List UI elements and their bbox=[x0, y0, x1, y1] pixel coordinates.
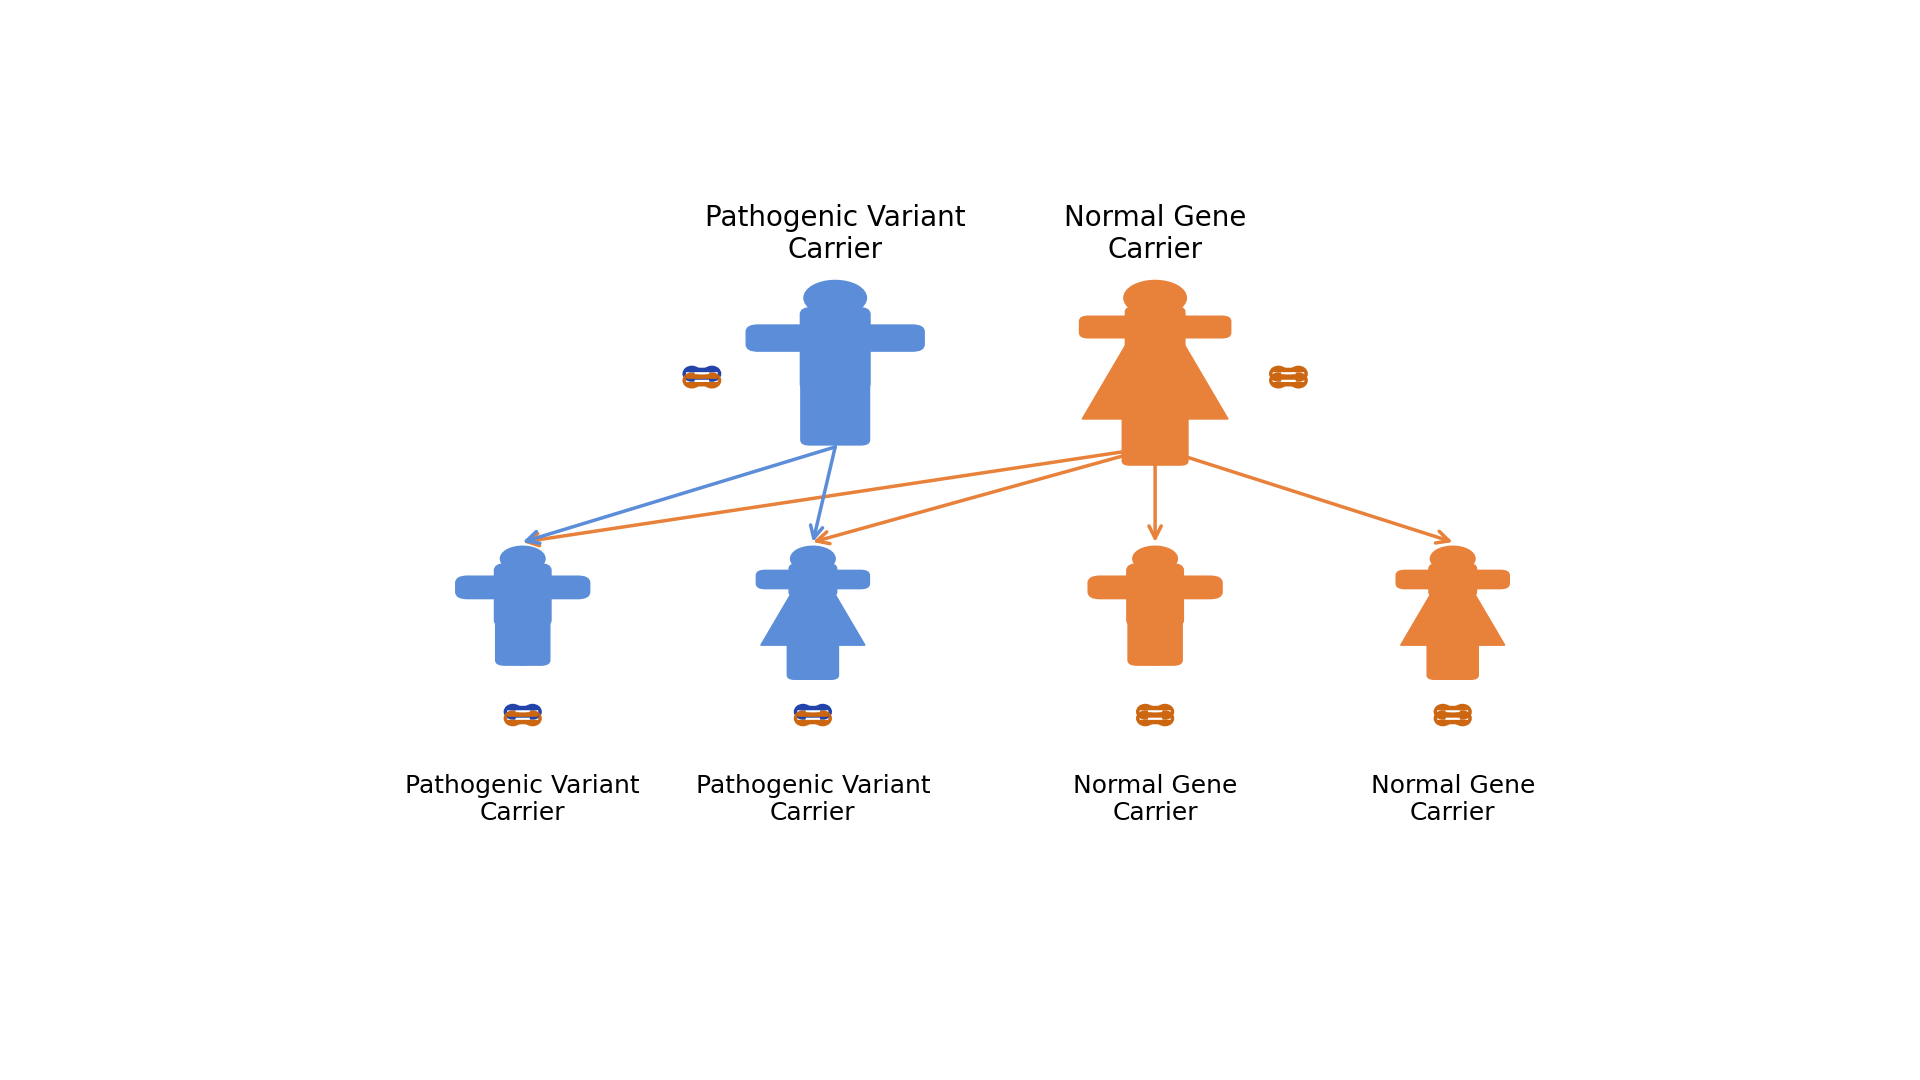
Ellipse shape bbox=[695, 374, 708, 387]
FancyBboxPatch shape bbox=[787, 642, 818, 679]
Ellipse shape bbox=[695, 367, 708, 380]
FancyBboxPatch shape bbox=[801, 308, 870, 391]
FancyBboxPatch shape bbox=[799, 714, 828, 717]
FancyBboxPatch shape bbox=[687, 368, 718, 372]
Ellipse shape bbox=[1148, 712, 1162, 725]
FancyBboxPatch shape bbox=[1273, 376, 1304, 379]
FancyBboxPatch shape bbox=[1129, 617, 1162, 665]
FancyBboxPatch shape bbox=[495, 564, 551, 626]
Ellipse shape bbox=[516, 705, 530, 718]
FancyBboxPatch shape bbox=[799, 706, 828, 710]
FancyBboxPatch shape bbox=[1438, 706, 1467, 710]
FancyBboxPatch shape bbox=[1140, 706, 1169, 710]
FancyBboxPatch shape bbox=[1140, 713, 1169, 716]
Circle shape bbox=[501, 546, 545, 571]
FancyBboxPatch shape bbox=[1273, 375, 1304, 378]
FancyBboxPatch shape bbox=[687, 368, 718, 372]
Circle shape bbox=[1133, 546, 1177, 571]
Ellipse shape bbox=[1283, 367, 1294, 380]
FancyBboxPatch shape bbox=[507, 720, 538, 724]
FancyBboxPatch shape bbox=[687, 375, 718, 378]
Circle shape bbox=[1123, 281, 1187, 315]
Ellipse shape bbox=[1446, 705, 1459, 718]
FancyBboxPatch shape bbox=[1079, 316, 1231, 338]
FancyBboxPatch shape bbox=[507, 714, 538, 717]
Polygon shape bbox=[1400, 592, 1505, 645]
Text: Normal Gene
Carrier: Normal Gene Carrier bbox=[1371, 773, 1534, 825]
Ellipse shape bbox=[1283, 374, 1294, 387]
FancyBboxPatch shape bbox=[1273, 382, 1304, 386]
FancyBboxPatch shape bbox=[687, 382, 718, 386]
FancyBboxPatch shape bbox=[507, 713, 538, 716]
FancyBboxPatch shape bbox=[1448, 642, 1478, 679]
Text: Normal Gene
Carrier: Normal Gene Carrier bbox=[1064, 204, 1246, 265]
Ellipse shape bbox=[1446, 712, 1459, 725]
FancyBboxPatch shape bbox=[1273, 368, 1304, 372]
FancyBboxPatch shape bbox=[1140, 720, 1169, 724]
FancyBboxPatch shape bbox=[1127, 564, 1183, 626]
Circle shape bbox=[1430, 546, 1475, 571]
FancyBboxPatch shape bbox=[789, 564, 837, 597]
FancyBboxPatch shape bbox=[1273, 382, 1304, 386]
FancyBboxPatch shape bbox=[455, 576, 589, 598]
FancyBboxPatch shape bbox=[1148, 617, 1183, 665]
FancyBboxPatch shape bbox=[516, 617, 549, 665]
FancyBboxPatch shape bbox=[507, 720, 538, 724]
FancyBboxPatch shape bbox=[1140, 714, 1169, 717]
Ellipse shape bbox=[516, 712, 530, 725]
Ellipse shape bbox=[806, 712, 820, 725]
FancyBboxPatch shape bbox=[1396, 570, 1509, 589]
FancyBboxPatch shape bbox=[799, 713, 828, 716]
Polygon shape bbox=[1083, 345, 1229, 419]
FancyBboxPatch shape bbox=[1273, 375, 1304, 378]
FancyBboxPatch shape bbox=[1273, 368, 1304, 372]
FancyBboxPatch shape bbox=[1427, 642, 1459, 679]
FancyBboxPatch shape bbox=[687, 375, 718, 378]
FancyBboxPatch shape bbox=[799, 713, 828, 716]
FancyBboxPatch shape bbox=[687, 376, 718, 379]
Ellipse shape bbox=[806, 705, 820, 718]
FancyBboxPatch shape bbox=[1140, 720, 1169, 724]
FancyBboxPatch shape bbox=[747, 325, 924, 351]
FancyBboxPatch shape bbox=[1438, 720, 1467, 724]
Text: Normal Gene
Carrier: Normal Gene Carrier bbox=[1073, 773, 1236, 825]
Ellipse shape bbox=[1148, 705, 1162, 718]
FancyBboxPatch shape bbox=[799, 720, 828, 724]
Circle shape bbox=[804, 281, 866, 315]
FancyBboxPatch shape bbox=[1140, 713, 1169, 716]
FancyBboxPatch shape bbox=[507, 706, 538, 710]
FancyBboxPatch shape bbox=[507, 706, 538, 710]
FancyBboxPatch shape bbox=[799, 720, 828, 724]
FancyBboxPatch shape bbox=[1140, 706, 1169, 710]
FancyBboxPatch shape bbox=[507, 714, 538, 717]
FancyBboxPatch shape bbox=[1140, 714, 1169, 717]
FancyBboxPatch shape bbox=[829, 381, 870, 445]
FancyBboxPatch shape bbox=[1150, 415, 1188, 465]
FancyBboxPatch shape bbox=[1438, 720, 1467, 724]
FancyBboxPatch shape bbox=[687, 382, 718, 386]
Polygon shape bbox=[760, 592, 864, 645]
FancyBboxPatch shape bbox=[806, 642, 839, 679]
FancyBboxPatch shape bbox=[507, 713, 538, 716]
Text: Pathogenic Variant
Carrier: Pathogenic Variant Carrier bbox=[705, 204, 966, 265]
FancyBboxPatch shape bbox=[1438, 714, 1467, 717]
FancyBboxPatch shape bbox=[1438, 713, 1467, 716]
FancyBboxPatch shape bbox=[1438, 713, 1467, 716]
FancyBboxPatch shape bbox=[1428, 564, 1476, 597]
FancyBboxPatch shape bbox=[1089, 576, 1221, 598]
FancyBboxPatch shape bbox=[1438, 706, 1467, 710]
FancyBboxPatch shape bbox=[687, 376, 718, 379]
FancyBboxPatch shape bbox=[1125, 307, 1185, 350]
FancyBboxPatch shape bbox=[801, 381, 841, 445]
FancyBboxPatch shape bbox=[1438, 714, 1467, 717]
Circle shape bbox=[791, 546, 835, 571]
FancyBboxPatch shape bbox=[1123, 415, 1160, 465]
Text: Pathogenic Variant
Carrier: Pathogenic Variant Carrier bbox=[695, 773, 929, 825]
FancyBboxPatch shape bbox=[756, 570, 870, 589]
FancyBboxPatch shape bbox=[495, 617, 530, 665]
FancyBboxPatch shape bbox=[1273, 376, 1304, 379]
Text: Pathogenic Variant
Carrier: Pathogenic Variant Carrier bbox=[405, 773, 639, 825]
FancyBboxPatch shape bbox=[799, 706, 828, 710]
FancyBboxPatch shape bbox=[799, 714, 828, 717]
